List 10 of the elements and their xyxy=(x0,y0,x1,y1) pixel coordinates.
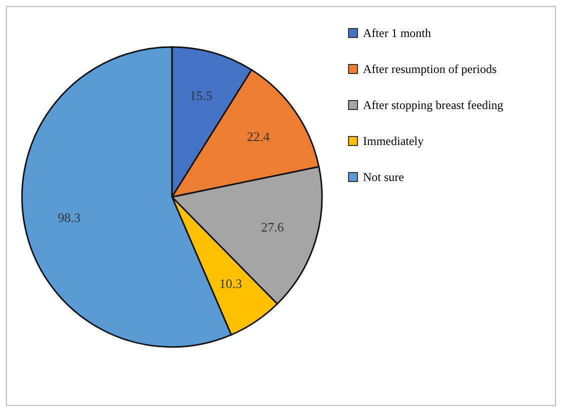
legend-label: Not sure xyxy=(363,170,404,184)
data-label: 10.3 xyxy=(219,276,242,292)
legend-label: After 1 month xyxy=(363,26,431,40)
data-label: 22.4 xyxy=(246,129,270,144)
legend-label: After resumption of periods xyxy=(363,62,497,76)
data-label: 27.6 xyxy=(261,220,284,235)
data-label: 98.3 xyxy=(58,210,81,226)
legend-label: Immediately xyxy=(363,134,424,148)
data-label: 15.5 xyxy=(190,88,212,104)
legend-label: After stopping breast feeding xyxy=(363,98,504,112)
